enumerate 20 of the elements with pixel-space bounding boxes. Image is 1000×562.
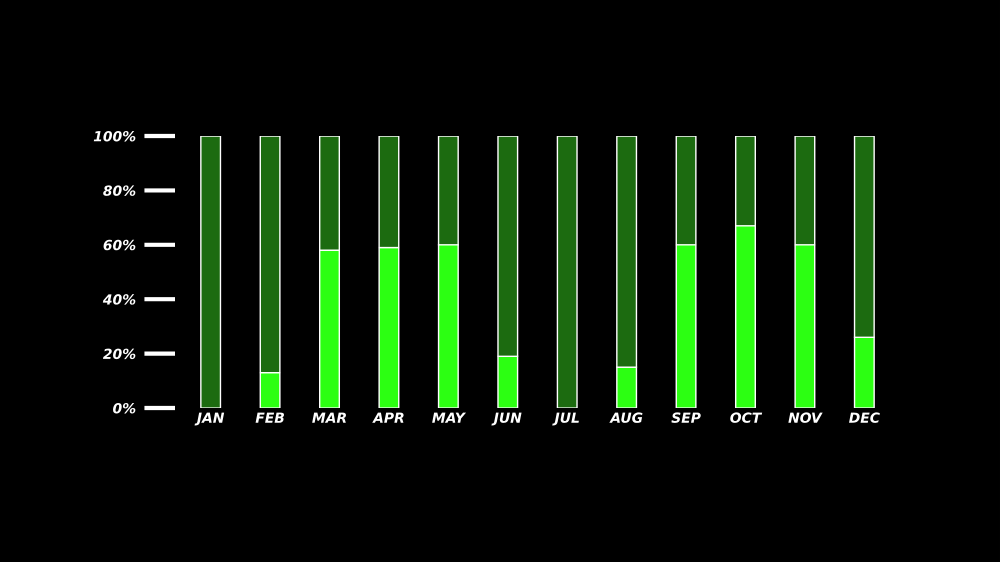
x-tick-label: OCT xyxy=(730,412,762,423)
y-tick-label: 40% xyxy=(102,294,136,305)
y-tick-label: 20% xyxy=(102,348,136,360)
y-tick-label: 80% xyxy=(103,185,136,196)
x-tick-label: MAY xyxy=(432,412,466,423)
x-tick-label: APR xyxy=(372,412,404,423)
x-tick-label: JAN xyxy=(194,412,224,426)
y-tick-label: 0% xyxy=(113,402,136,414)
x-tick-label: DEC xyxy=(849,412,880,423)
x-tick-label: JUN xyxy=(491,412,522,426)
x-tick-label: SEP xyxy=(671,412,701,423)
bar xyxy=(556,136,578,408)
x-tick-label: JUL xyxy=(552,412,579,426)
x-tick-label: FEB xyxy=(256,412,284,423)
x-tick-label: AUG xyxy=(609,412,642,423)
y-tick-label: 100% xyxy=(94,130,136,142)
y-tick-label: 60% xyxy=(104,240,136,250)
x-tick-label: MAR xyxy=(312,412,346,423)
bar xyxy=(200,136,222,408)
x-tick-label: NOV xyxy=(788,412,823,423)
